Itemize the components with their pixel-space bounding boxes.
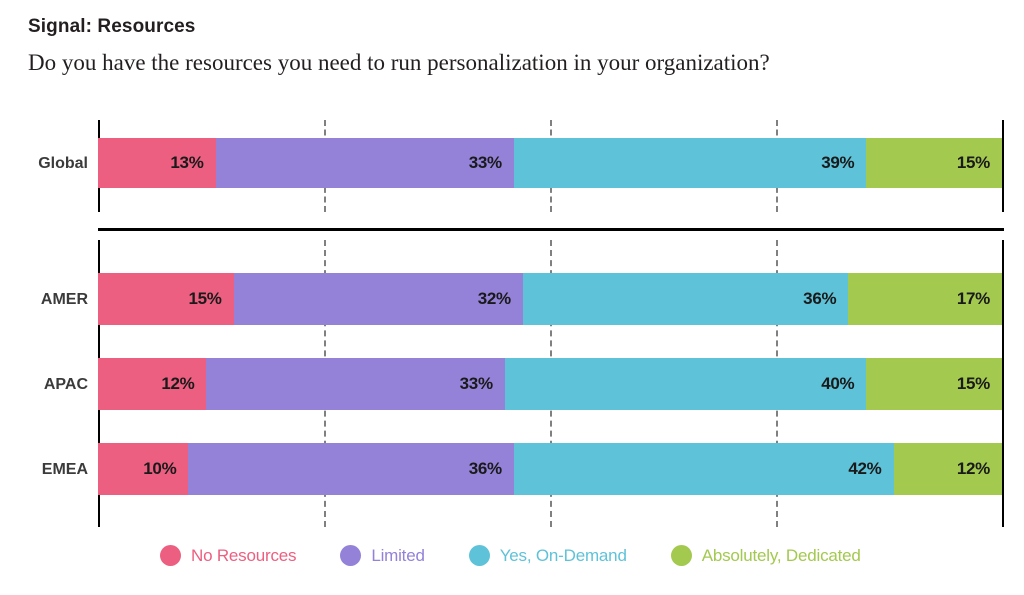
bar-segment: 15% <box>866 358 1002 410</box>
bar-segment-value: 39% <box>821 153 855 172</box>
bar-segment: 36% <box>188 443 514 495</box>
bar-segment: 10% <box>98 443 189 495</box>
chart-legend: No Resources Limited Yes, On-Demand Absolut… <box>160 545 861 566</box>
bar-segment: 40% <box>504 358 867 410</box>
bar-segment: 12% <box>98 358 207 410</box>
legend-swatch-circle-icon <box>340 545 362 566</box>
chart-title: Signal: Resources <box>28 16 196 37</box>
category-label-apac: APAC <box>43 376 88 393</box>
bar-segment-value: 40% <box>821 374 855 393</box>
axis-line-right-global <box>1002 120 1004 212</box>
bar-row-amer: 15% 32% 36% 17% <box>98 273 1002 325</box>
legend-swatch-circle-icon <box>160 545 181 566</box>
bar-segment: 32% <box>233 273 523 325</box>
chart-subtitle: Do you have the resources you need to ru… <box>28 50 770 75</box>
bar-segment: 42% <box>513 443 894 495</box>
bar-row-emea: 10% 36% 42% 12% <box>98 443 1002 495</box>
category-label-global: Global <box>38 155 88 172</box>
bar-segment: 36% <box>522 273 849 325</box>
bar-segment-value: 12% <box>956 459 990 478</box>
legend-swatch-circle-icon <box>670 545 692 566</box>
bar-segment-value: 15% <box>956 374 990 393</box>
bar-segment: 13% <box>98 138 216 188</box>
bar-segment: 12% <box>893 443 1002 495</box>
bar-segment: 33% <box>206 358 505 410</box>
bar-segment: 39% <box>513 138 867 188</box>
legend-swatch-circle-icon <box>468 545 490 566</box>
bar-segment: 15% <box>98 273 234 325</box>
bar-segment: 17% <box>848 273 1002 325</box>
bar-segment-value: 15% <box>188 289 222 308</box>
bar-segment-value: 33% <box>459 374 493 393</box>
bar-row-apac: 12% 33% 40% 15% <box>98 358 1002 410</box>
legend-item[interactable]: Yes, On-Demand <box>468 545 627 566</box>
bar-segment-value: 15% <box>956 153 990 172</box>
legend-item[interactable]: No Resources <box>160 545 297 566</box>
bar-segment-value: 36% <box>468 459 502 478</box>
bar-segment-value: 33% <box>468 153 502 172</box>
legend-item-label: No Resources <box>191 545 297 565</box>
bar-segment-value: 12% <box>161 374 195 393</box>
legend-item-label: Limited <box>371 545 425 565</box>
legend-item-label: Yes, On-Demand <box>499 545 627 565</box>
bar-segment: 33% <box>215 138 514 188</box>
bar-segment: 15% <box>866 138 1002 188</box>
bar-segment-value: 13% <box>170 153 204 172</box>
section-separator <box>98 228 1004 231</box>
category-label-emea: EMEA <box>41 461 88 478</box>
category-label-amer: AMER <box>40 291 88 308</box>
legend-item[interactable]: Limited <box>340 545 425 566</box>
bar-segment-value: 32% <box>477 289 511 308</box>
bar-segment-value: 42% <box>848 459 882 478</box>
legend-item-label: Absolutely, Dedicated <box>701 545 861 565</box>
bar-segment-value: 36% <box>803 289 837 308</box>
bar-segment-value: 10% <box>143 459 177 478</box>
bar-row-global: 13% 33% 39% 15% <box>98 138 1002 188</box>
axis-line-right-regions <box>1002 240 1004 527</box>
bar-segment-value: 17% <box>956 289 990 308</box>
legend-item[interactable]: Absolutely, Dedicated <box>670 545 861 566</box>
